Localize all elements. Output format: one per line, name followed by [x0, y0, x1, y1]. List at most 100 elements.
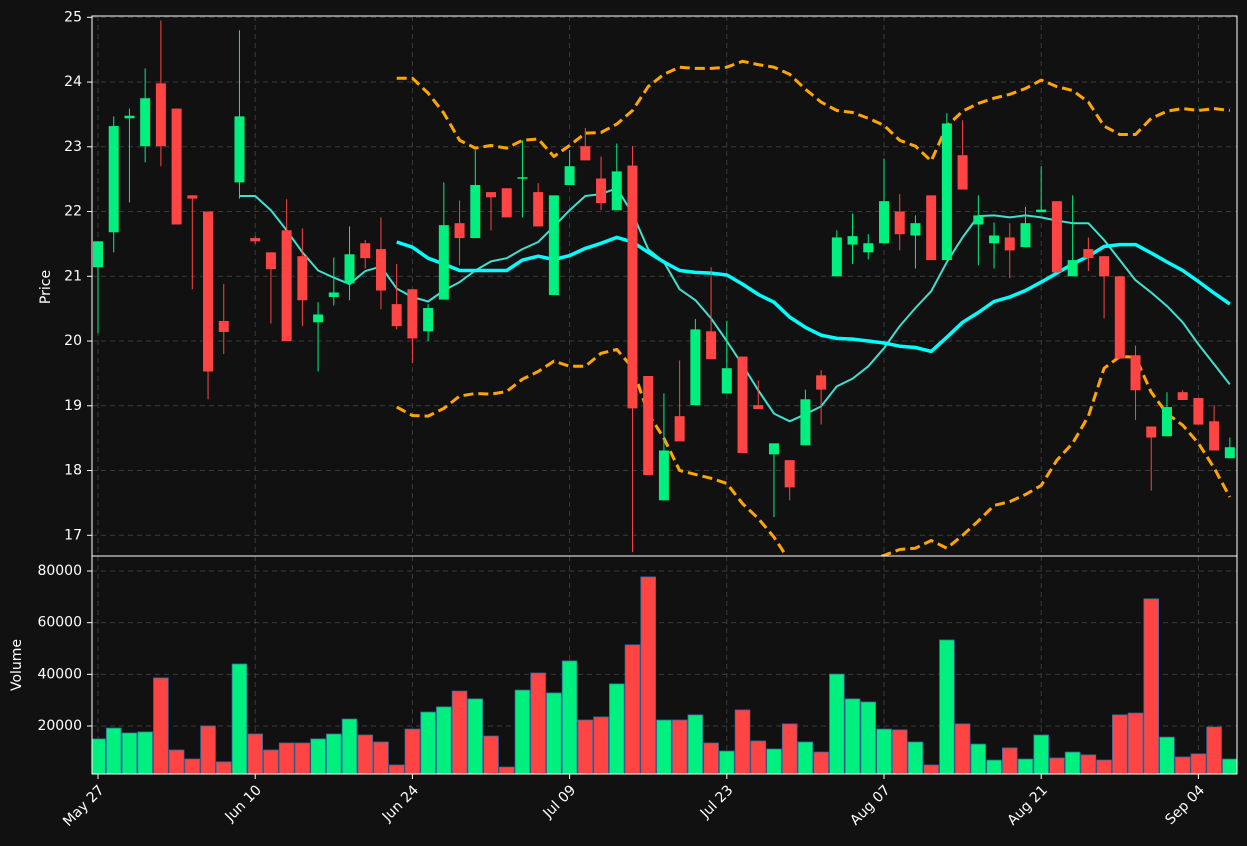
- volume-bar: [388, 764, 405, 774]
- volume-bar: [483, 735, 499, 774]
- candle-body: [706, 331, 717, 360]
- candle-body: [328, 292, 339, 298]
- volume-bar: [609, 683, 625, 774]
- candle-body: [831, 237, 842, 277]
- candle-body: [297, 256, 308, 301]
- volume-bar: [891, 729, 908, 774]
- y-tick-label: 80000: [37, 563, 82, 579]
- volume-bar: [294, 742, 311, 774]
- volume-bar: [92, 738, 106, 774]
- volume-bar: [451, 690, 468, 774]
- volume-bar: [1017, 758, 1034, 774]
- candle-body: [1051, 201, 1062, 273]
- volume-bar: [168, 749, 185, 774]
- y-tick-label: 18: [64, 463, 82, 479]
- volume-bar: [215, 761, 232, 774]
- volume-bar: [844, 698, 861, 774]
- candle-body: [360, 243, 371, 259]
- candle-body: [171, 108, 182, 225]
- candle-body: [486, 192, 496, 198]
- volume-bar: [498, 766, 515, 774]
- candle-body: [816, 375, 827, 390]
- candle-body: [93, 241, 103, 268]
- volume-bar: [813, 751, 829, 774]
- volume-bar: [263, 749, 279, 774]
- candle-body: [533, 192, 544, 227]
- price-plot: [93, 20, 1235, 556]
- volume-bar: [923, 764, 939, 774]
- volume-bar: [656, 719, 672, 774]
- candle-body: [438, 225, 449, 300]
- volume-bar: [797, 741, 814, 774]
- y-tick-label: 40000: [37, 666, 82, 682]
- candle-body: [879, 201, 889, 244]
- candle-body: [375, 249, 386, 291]
- volume-bar: [1080, 754, 1097, 774]
- y-tick-label: 25: [64, 9, 82, 25]
- candle-body: [203, 211, 214, 372]
- candle-body: [564, 166, 575, 185]
- volume-bar: [781, 723, 798, 774]
- volume-bar: [1049, 757, 1065, 774]
- volume-bar: [105, 727, 122, 774]
- y-tick-label: 23: [64, 139, 82, 155]
- candle-body: [1161, 407, 1172, 437]
- candle-body: [800, 399, 811, 446]
- volume-bar: [200, 725, 216, 774]
- volume-bar: [1064, 751, 1081, 774]
- volume-bar: [1033, 734, 1049, 774]
- candle-body: [926, 195, 937, 261]
- candle-body: [768, 443, 779, 455]
- volume-bar: [530, 672, 546, 774]
- volume-bar: [137, 731, 153, 774]
- volume-bar: [514, 689, 531, 774]
- volume-bar: [624, 644, 641, 774]
- y-tick-label: 20: [64, 333, 82, 349]
- candle-body: [281, 230, 292, 342]
- volume-bar: [1206, 726, 1222, 774]
- volume-bar: [404, 728, 421, 774]
- volume-bar: [247, 733, 263, 774]
- volume-bar: [954, 723, 971, 774]
- volume-bar: [1112, 714, 1128, 774]
- candle-body: [108, 126, 119, 233]
- candle-body: [1067, 260, 1078, 277]
- volume-bar: [907, 741, 924, 774]
- candle-body: [1020, 223, 1031, 248]
- candle-body: [941, 123, 952, 261]
- volume-bar: [310, 738, 326, 774]
- candle-body: [1114, 276, 1125, 359]
- grid-layer: [92, 16, 1237, 774]
- volume-bar: [184, 758, 201, 774]
- volume-bar: [640, 576, 656, 774]
- y-tick-label: 22: [64, 204, 82, 220]
- candle-body: [140, 98, 151, 147]
- volume-bar: [829, 673, 845, 774]
- volume-bar: [734, 709, 751, 774]
- candle-body: [1083, 249, 1094, 259]
- candle-body: [596, 178, 607, 204]
- volume-bar: [341, 718, 358, 774]
- volume-bar: [357, 734, 374, 774]
- candle-body: [548, 195, 559, 296]
- volume-bar: [1222, 758, 1237, 774]
- candle-body: [470, 184, 481, 239]
- candle-body: [1177, 392, 1188, 400]
- volume-bar: [1002, 747, 1018, 774]
- volume-bar: [671, 719, 688, 774]
- candle-body: [124, 115, 135, 119]
- candle-body: [1130, 355, 1141, 391]
- candle-body: [265, 252, 276, 270]
- candle-body: [1193, 398, 1204, 425]
- volume-bar: [420, 711, 436, 774]
- volume-bar: [1127, 712, 1144, 774]
- candle-body: [234, 116, 245, 183]
- y-axis-label: Price: [38, 270, 54, 304]
- candle-body: [218, 320, 229, 332]
- volume-bar: [703, 742, 719, 774]
- y-tick-label: 21: [64, 268, 82, 284]
- y-tick-label: 60000: [37, 615, 82, 631]
- candle-body: [894, 211, 905, 235]
